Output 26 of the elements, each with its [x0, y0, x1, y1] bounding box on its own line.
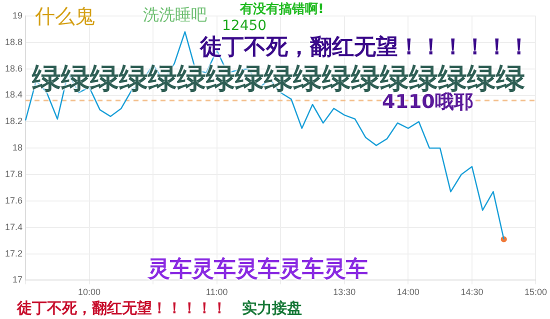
- annotation: 12450: [222, 18, 267, 34]
- y-tick-label: 17.8: [4, 169, 23, 180]
- y-tick-label: 18.6: [4, 63, 23, 74]
- text: 实力接盘: [242, 299, 302, 317]
- y-tick-label: 18: [12, 142, 23, 153]
- y-tick-label: 18.8: [4, 36, 23, 47]
- y-tick-label: 17.2: [4, 248, 23, 258]
- annotation: 4110哦耶: [382, 91, 473, 113]
- x-tick-label: 14:30: [460, 287, 484, 298]
- x-tick-label: 11:00: [206, 287, 228, 298]
- annotation: 灵车灵车灵车灵车灵车: [148, 257, 368, 282]
- x-tick-label: 14:00: [396, 287, 420, 298]
- x-tick-label: 15:00: [524, 287, 548, 298]
- text: 徒丁不死，翻红无望！！！！！: [17, 299, 227, 317]
- x-tick-label: 10:00: [78, 287, 101, 298]
- y-tick-label: 18.4: [4, 90, 23, 100]
- annotation: 什么鬼: [35, 4, 95, 28]
- x-tick-label: 13:30: [333, 287, 356, 298]
- y-tick-label: 18.2: [4, 116, 23, 126]
- y-tick-label: 19: [12, 10, 23, 20]
- y-tick-label: 17.4: [4, 222, 23, 232]
- y-tick-label: 17: [12, 274, 23, 285]
- annotation: 洗洗睡吧: [143, 5, 207, 24]
- annotation: 徒丁不死，翻红无望！！！！！！: [200, 35, 530, 60]
- annotation: 有没有搞错啊!: [240, 2, 324, 18]
- y-tick-label: 17.6: [4, 195, 23, 206]
